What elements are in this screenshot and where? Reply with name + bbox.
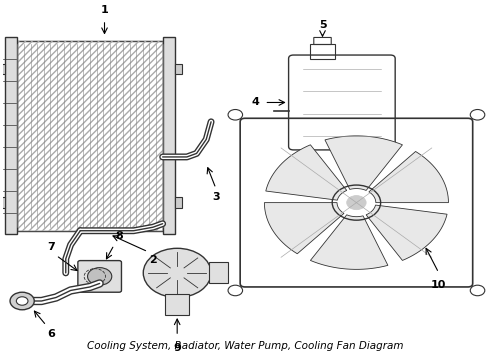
FancyBboxPatch shape (175, 64, 182, 75)
FancyBboxPatch shape (163, 37, 175, 234)
Circle shape (88, 267, 112, 285)
Text: 9: 9 (173, 343, 181, 353)
FancyBboxPatch shape (78, 261, 122, 292)
Text: 8: 8 (115, 231, 123, 241)
Polygon shape (310, 215, 388, 269)
Text: Cooling System, Radiator, Water Pump, Cooling Fan Diagram: Cooling System, Radiator, Water Pump, Co… (87, 341, 403, 351)
FancyBboxPatch shape (0, 197, 5, 208)
Polygon shape (266, 145, 347, 200)
Text: 6: 6 (47, 329, 55, 339)
Circle shape (10, 292, 34, 310)
Text: 4: 4 (252, 98, 260, 108)
Circle shape (16, 297, 28, 305)
Text: 10: 10 (431, 280, 446, 290)
Polygon shape (325, 136, 402, 190)
Text: 5: 5 (318, 21, 326, 31)
Polygon shape (369, 152, 448, 203)
Text: 1: 1 (100, 5, 108, 15)
FancyBboxPatch shape (5, 37, 17, 234)
Text: 7: 7 (48, 242, 55, 252)
Text: 2: 2 (149, 255, 157, 265)
FancyBboxPatch shape (175, 197, 182, 208)
FancyBboxPatch shape (165, 294, 189, 315)
Circle shape (347, 195, 366, 210)
Polygon shape (366, 205, 447, 260)
Circle shape (143, 248, 211, 297)
FancyBboxPatch shape (209, 262, 228, 283)
Polygon shape (265, 203, 344, 254)
FancyBboxPatch shape (0, 64, 5, 75)
Text: 3: 3 (212, 192, 220, 202)
